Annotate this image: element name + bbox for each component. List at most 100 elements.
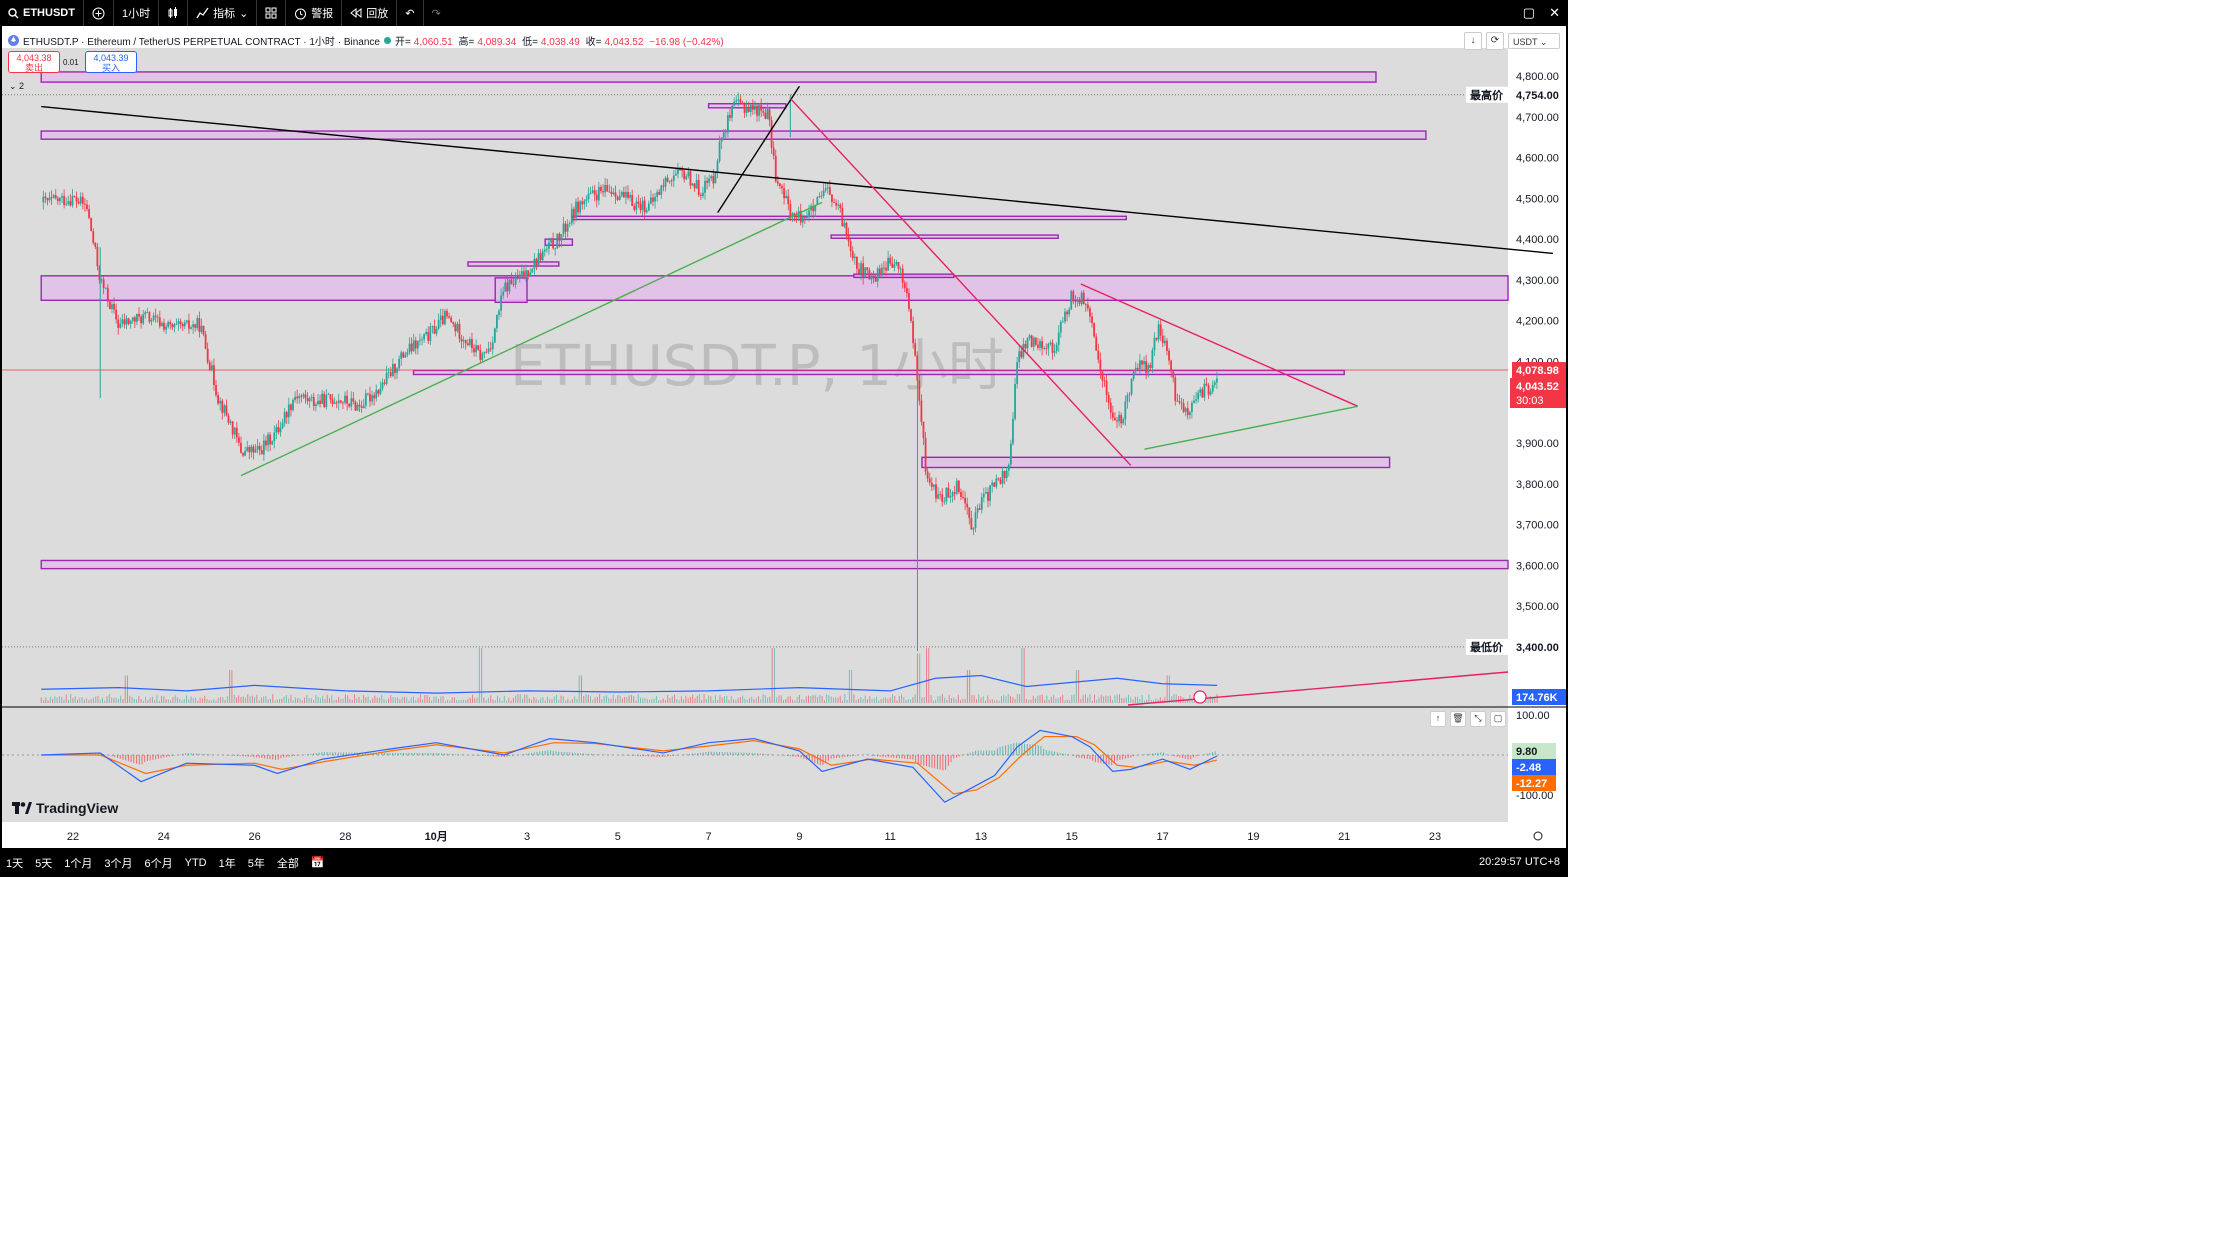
range-button[interactable]: YTD xyxy=(184,856,207,869)
range-button[interactable]: 1个月 xyxy=(64,857,93,870)
arrow-down-icon[interactable]: ↓ xyxy=(1464,32,1482,50)
close-icon[interactable]: ✕ xyxy=(1549,5,1560,20)
candle-body xyxy=(273,432,276,441)
candle-body xyxy=(1205,383,1208,386)
fullscreen-icon[interactable]: ▢ xyxy=(1522,5,1536,20)
market-status-dot xyxy=(383,37,391,44)
range-button[interactable]: 5年 xyxy=(247,857,265,870)
candle-body xyxy=(883,267,885,269)
candle-body xyxy=(660,185,663,195)
tradingview-logo[interactable]: TradingView xyxy=(12,800,118,816)
chevron-down-icon[interactable]: ⌄ xyxy=(239,7,249,20)
symbol-search[interactable]: ETHUSDT xyxy=(0,0,84,26)
time-axis-background xyxy=(2,822,1566,848)
candle-body xyxy=(691,183,694,186)
symbol-title[interactable]: ETHUSDT.P · Ethereum / TetherUS PERPETUA… xyxy=(23,37,380,48)
candle-body xyxy=(1041,341,1044,349)
candle-body xyxy=(215,385,217,396)
candle-body xyxy=(327,394,330,396)
candle-body xyxy=(158,317,161,327)
range-button[interactable]: 6个月 xyxy=(144,857,173,870)
candle-body xyxy=(304,394,307,399)
candle-body xyxy=(845,222,848,235)
trash-icon[interactable]: 🗑 xyxy=(1450,711,1466,727)
candle-body xyxy=(654,196,656,202)
layout-button[interactable] xyxy=(257,0,287,26)
candle-body xyxy=(500,295,502,311)
candle-body xyxy=(169,322,172,325)
layers-toggle[interactable]: ⌄ 2 xyxy=(9,81,25,91)
currency-select[interactable]: USDT ⌄ xyxy=(1508,33,1560,49)
sell-button[interactable]: 4,043.38 卖出 xyxy=(8,51,60,73)
price-tick-label: 4,200.00 xyxy=(1516,316,1559,328)
candle-body xyxy=(575,201,577,218)
time-tick-label: 5 xyxy=(615,831,621,843)
signal-value-tag: -12.27 xyxy=(1516,778,1547,790)
candle-body xyxy=(1111,412,1114,418)
range-button[interactable]: 1年 xyxy=(218,857,236,870)
candle-body xyxy=(183,322,186,327)
collapse-icon[interactable]: ⤡ xyxy=(1470,711,1486,727)
chart-type-button[interactable] xyxy=(159,0,189,26)
candle-body xyxy=(81,196,84,204)
candle-body xyxy=(190,327,192,329)
low-tag-bg xyxy=(1466,638,1516,655)
candle-body xyxy=(79,196,82,204)
interval-button[interactable]: 1小时 xyxy=(114,0,160,26)
candle-body xyxy=(533,258,536,269)
clock: 20:29:57 UTC+8 xyxy=(1478,856,1560,868)
trend-line xyxy=(789,97,1132,466)
candle-body xyxy=(279,427,282,433)
candle-body xyxy=(298,395,301,399)
calendar-icon[interactable]: 📅 xyxy=(310,857,325,869)
candle-body xyxy=(1034,337,1037,345)
alert-button[interactable]: 警报 xyxy=(286,0,343,26)
range-button[interactable]: 1天 xyxy=(6,857,24,870)
range-button[interactable]: 5天 xyxy=(35,857,53,870)
candle-body xyxy=(329,394,332,400)
chart-canvas[interactable]: ETHUSDT.P, 1小时 3,500.00 3,600.00 3,700.00 3,… xyxy=(0,0,1568,877)
candle-body xyxy=(106,287,109,302)
candle-body xyxy=(993,482,996,487)
buy-button[interactable]: 4,043.39 买入 xyxy=(85,51,137,73)
time-tick-label: 22 xyxy=(67,831,79,843)
redo-button[interactable]: ↷ xyxy=(424,0,449,26)
refresh-icon[interactable]: ⟳ xyxy=(1486,32,1504,50)
candle-body xyxy=(290,404,292,411)
candle-body xyxy=(265,440,267,446)
candle-body xyxy=(897,262,900,269)
candle-body xyxy=(108,301,111,309)
candle-body xyxy=(995,478,998,487)
candle-body xyxy=(604,184,607,193)
range-button[interactable]: 3个月 xyxy=(104,857,133,870)
maximize-icon[interactable]: ▢ xyxy=(1490,711,1506,727)
range-selector: 1天 5天 1个月 3个月 6个月 YTD 1年 5年 全部 📅 xyxy=(0,848,331,877)
candle-body xyxy=(1020,351,1023,358)
candle-body xyxy=(111,304,113,309)
candle-body xyxy=(1084,303,1087,305)
candle-body xyxy=(262,440,265,455)
compare-button[interactable] xyxy=(84,0,114,26)
arrow-up-icon[interactable]: ↑ xyxy=(1430,711,1446,727)
candle-body xyxy=(204,334,207,349)
candle-body xyxy=(612,192,615,194)
undo-button[interactable]: ↶ xyxy=(397,0,424,26)
candle-body xyxy=(1047,344,1050,349)
trend-line xyxy=(240,201,823,477)
candle-body xyxy=(918,380,921,401)
buy-label: 买入 xyxy=(101,63,120,73)
candle-body xyxy=(645,210,648,213)
candle-body xyxy=(1018,351,1021,363)
candle-body xyxy=(312,397,315,407)
range-button[interactable]: 全部 xyxy=(276,857,299,870)
add-circle-icon xyxy=(92,7,105,19)
candle-body xyxy=(866,267,869,271)
candle-body xyxy=(1188,411,1191,416)
candle-body xyxy=(939,494,942,496)
candle-body xyxy=(741,102,744,105)
candle-body xyxy=(951,492,954,497)
indicators-button[interactable]: 指标 ⌄ xyxy=(188,0,258,26)
replay-button[interactable]: 回放 xyxy=(342,0,398,26)
candle-body xyxy=(1174,377,1177,401)
candle-body xyxy=(54,195,57,199)
